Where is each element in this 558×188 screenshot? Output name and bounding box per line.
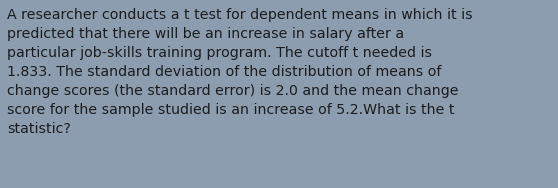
- Text: A researcher conducts a t test for dependent means in which it is
predicted that: A researcher conducts a t test for depen…: [7, 8, 473, 136]
